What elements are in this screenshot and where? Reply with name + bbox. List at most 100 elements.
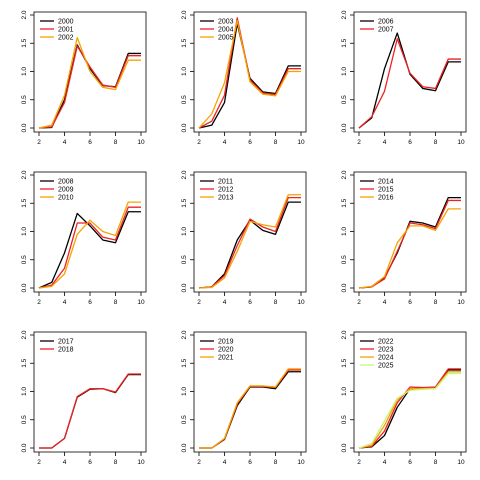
x-tick-label: 8 (274, 299, 278, 306)
y-tick-label: 0.5 (21, 95, 28, 104)
y-tick-label: 0.0 (341, 283, 348, 292)
legend-label-2015: 2015 (378, 187, 394, 194)
legend-label-2011: 2011 (218, 179, 233, 186)
x-tick-label: 4 (223, 299, 227, 306)
x-tick-label: 6 (408, 299, 412, 306)
y-tick-label: 0.0 (181, 123, 188, 132)
series-line-2004 (198, 17, 301, 129)
series-line-2012 (198, 196, 301, 289)
x-tick-label: 8 (274, 139, 278, 146)
legend-label-2007: 2007 (378, 27, 394, 34)
x-tick-label: 10 (297, 139, 305, 146)
series-line-2014 (358, 196, 461, 289)
series-line-2013 (198, 194, 301, 289)
series-line-2008 (38, 211, 141, 289)
y-tick-label: 1.0 (21, 227, 28, 236)
series-line-2016 (358, 208, 461, 289)
plot-frame (33, 331, 147, 453)
y-tick-label: 0.0 (21, 123, 28, 132)
x-tick-label: 4 (383, 139, 387, 146)
plot-frame (193, 331, 307, 453)
x-tick-label: 6 (408, 139, 412, 146)
legend-label-2009: 2009 (58, 187, 74, 194)
y-tick-label: 2.0 (181, 170, 188, 179)
series-line-2001 (38, 45, 141, 129)
x-tick-label: 2 (197, 459, 201, 466)
x-tick-label: 4 (383, 299, 387, 306)
x-tick-label: 6 (248, 459, 252, 466)
x-tick-label: 2 (197, 299, 201, 306)
series-line-2015 (358, 199, 461, 289)
series-line-2025 (358, 372, 461, 449)
legend-label-2024: 2024 (378, 355, 394, 362)
y-tick-label: 0.0 (181, 283, 188, 292)
series-line-2021 (199, 368, 301, 449)
x-tick-label: 8 (434, 459, 438, 466)
x-tick-label: 2 (197, 139, 201, 146)
y-tick-label: 0.0 (181, 443, 188, 452)
legend-label-2018: 2018 (58, 347, 74, 354)
legend-label-2020: 2020 (218, 347, 234, 354)
legend-label-2022: 2022 (378, 339, 394, 346)
y-tick-label: 2.0 (341, 10, 348, 19)
y-tick-label: 2.0 (21, 330, 28, 339)
y-tick-label: 1.5 (341, 358, 348, 367)
legend-label-2023: 2023 (378, 347, 394, 354)
legend-label-2004: 2004 (218, 27, 234, 34)
y-tick-label: 1.0 (181, 227, 188, 236)
legend-label-2013: 2013 (218, 195, 234, 202)
y-tick-label: 2.0 (21, 10, 28, 19)
series-line-2019 (199, 371, 301, 449)
y-tick-label: 2.0 (21, 170, 28, 179)
legend-label-2016: 2016 (378, 195, 394, 202)
y-tick-label: 1.0 (341, 67, 348, 76)
y-tick-label: 2.0 (181, 10, 188, 19)
x-tick-label: 2 (37, 139, 41, 146)
y-tick-label: 1.0 (181, 67, 188, 76)
x-tick-label: 8 (274, 459, 278, 466)
x-tick-label: 2 (37, 459, 41, 466)
x-tick-label: 6 (88, 299, 92, 306)
legend-label-2001: 2001 (58, 27, 74, 34)
series-line-2011 (198, 201, 301, 289)
legend-label-2012: 2012 (218, 187, 234, 194)
y-tick-label: 0.5 (341, 255, 348, 264)
plot-frame (353, 171, 467, 293)
legend-label-2010: 2010 (58, 195, 74, 202)
y-tick-label: 2.0 (181, 330, 188, 339)
y-tick-label: 1.5 (181, 38, 188, 47)
x-tick-label: 8 (114, 139, 118, 146)
series-line-2022 (358, 369, 461, 449)
x-tick-label: 10 (297, 459, 305, 466)
x-tick-label: 4 (63, 299, 67, 306)
legend-label-2003: 2003 (218, 19, 234, 26)
y-tick-label: 0.5 (21, 255, 28, 264)
series-line-2007 (358, 38, 461, 129)
legend-label-2021: 2021 (218, 355, 234, 362)
legend-label-2008: 2008 (58, 179, 74, 186)
y-tick-label: 1.5 (181, 198, 188, 207)
y-tick-label: 0.0 (341, 443, 348, 452)
y-tick-label: 0.5 (341, 95, 348, 104)
x-tick-label: 4 (383, 459, 387, 466)
x-tick-label: 8 (434, 139, 438, 146)
y-tick-label: 2.0 (341, 330, 348, 339)
x-tick-label: 10 (137, 299, 145, 306)
x-tick-label: 6 (248, 299, 252, 306)
series-line-2018 (39, 373, 141, 449)
series-line-2017 (39, 373, 141, 449)
series-line-2006 (358, 32, 461, 129)
series-line-2023 (358, 368, 461, 449)
series-line-2005 (198, 19, 301, 129)
x-tick-label: 4 (63, 459, 67, 466)
x-tick-label: 10 (457, 299, 465, 306)
x-tick-label: 6 (88, 459, 92, 466)
y-tick-label: 1.0 (21, 387, 28, 396)
